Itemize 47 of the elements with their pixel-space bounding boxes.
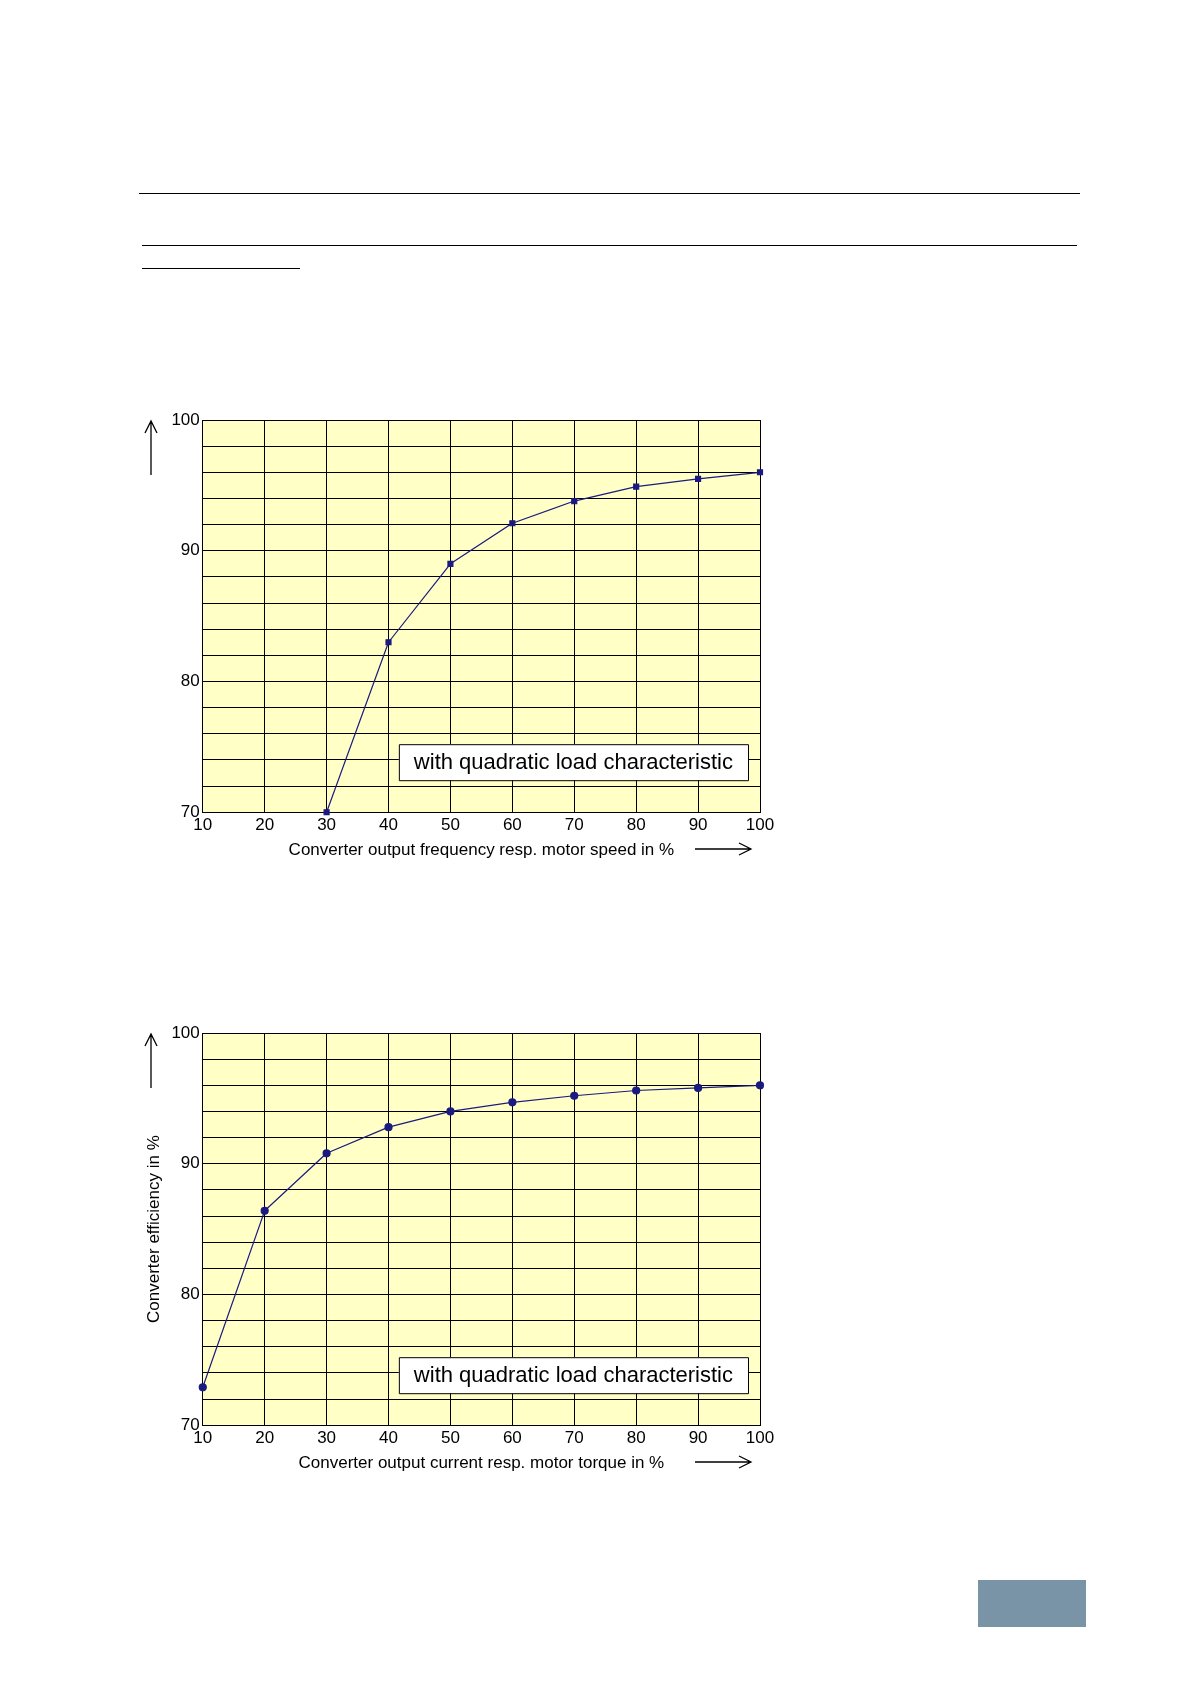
x-tick-label: 20 [255,1428,275,1448]
point [322,1149,331,1158]
point [385,639,392,646]
point [260,1206,269,1215]
point [756,469,764,476]
x-axis-title: Converter output frequency resp. motor speed in % [288,840,675,860]
point [633,483,640,490]
x-tick-label: 50 [440,1428,460,1448]
x-tick-label: 80 [626,815,646,835]
point [509,520,516,527]
x-tick-label: 60 [502,815,522,835]
point [198,1383,207,1392]
x-tick-label: 50 [440,815,460,835]
x-tick-label: 80 [626,1428,646,1448]
y-tick-label: 100 [171,409,200,429]
point [693,1083,703,1093]
x-tick-label: 20 [255,815,275,835]
point [446,1107,455,1116]
point [570,1091,579,1100]
point [508,1098,517,1107]
x-tick-label: 30 [317,815,337,835]
x-tick-label: 100 [745,815,775,835]
y-tick-label: 80 [180,671,200,691]
x-tick-label: 30 [317,1428,337,1448]
annotation: with quadratic load characteristic [412,1362,734,1388]
x-tick-label: 100 [745,1428,775,1448]
x-tick-label: 90 [688,815,708,835]
point [447,560,454,567]
x-tick-label: 70 [564,1428,584,1448]
point [632,1086,641,1095]
y-tick-label: 90 [180,1153,200,1173]
y-tick-label: 80 [180,1284,200,1304]
x-tick-label: 40 [379,1428,398,1448]
y-axis-title: Converter efficiency in % [143,1135,163,1323]
x-axis-title: Converter output current resp. motor torque in % [298,1453,665,1473]
x-tick-label: 70 [564,815,584,835]
point [571,497,578,505]
x-tick-label: 90 [688,1428,708,1448]
annotation: with quadratic load characteristic [412,749,734,775]
point [695,475,702,482]
x-tick-label: 40 [379,815,398,835]
y-tick-label: 90 [180,540,200,560]
point [755,1081,765,1090]
point [384,1123,393,1132]
point [323,809,330,816]
x-tick-label: 60 [502,1428,522,1448]
y-tick-label: 100 [171,1022,200,1042]
